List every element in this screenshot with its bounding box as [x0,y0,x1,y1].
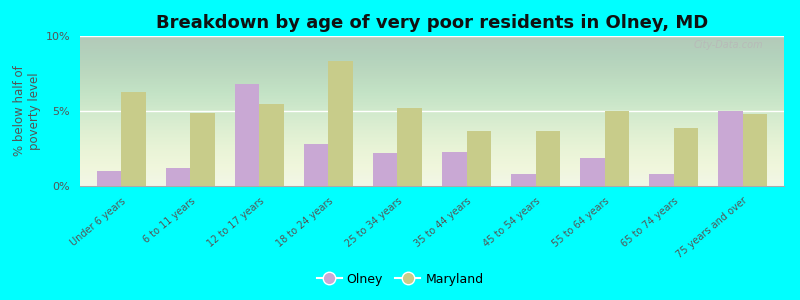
Y-axis label: % below half of
poverty level: % below half of poverty level [14,66,42,156]
Bar [466,130,490,186]
Bar [442,152,466,186]
Bar [374,153,398,186]
Bar [98,171,122,186]
Bar [398,108,422,186]
Title: Breakdown by age of very poor residents in Olney, MD: Breakdown by age of very poor residents … [156,14,708,32]
Bar [605,111,629,186]
Bar [650,174,674,186]
Bar [235,84,259,186]
Bar [166,168,190,186]
Bar [304,144,329,186]
Legend: Olney, Maryland: Olney, Maryland [311,268,489,291]
Bar [511,174,535,186]
Bar [674,128,698,186]
Bar [580,158,605,186]
Bar [329,61,353,186]
Bar [259,103,284,186]
Bar [742,114,766,186]
Bar [122,92,146,186]
Bar [535,130,560,186]
Bar [190,112,214,186]
Text: City-Data.com: City-Data.com [694,40,763,50]
Bar [718,111,742,186]
